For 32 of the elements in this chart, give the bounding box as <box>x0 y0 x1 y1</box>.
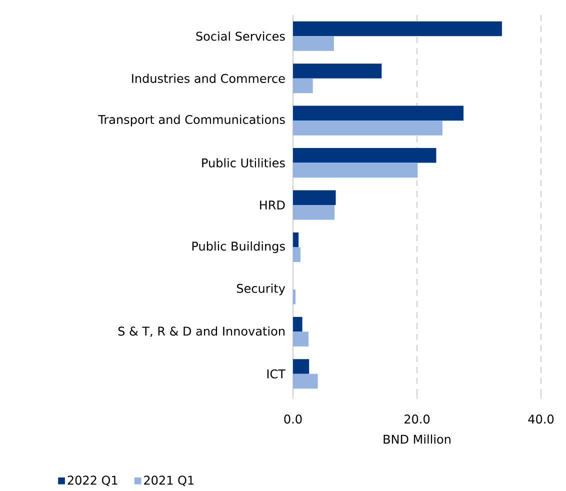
bar <box>292 247 300 262</box>
bar <box>292 120 442 136</box>
y-tick-label: Public Utilities <box>202 158 285 168</box>
bar <box>292 162 418 178</box>
bar <box>292 190 336 206</box>
y-tick-label: Industries and Commerce <box>132 74 285 83</box>
bar <box>292 316 302 332</box>
x-axis-title: BND Million <box>384 434 450 444</box>
bar <box>292 205 335 220</box>
y-tick-label: ICT <box>267 369 286 378</box>
y-tick-label: S & T, R & D and Innovation <box>118 326 284 337</box>
x-tick-label: 0.0 <box>284 414 302 424</box>
bar <box>292 78 313 94</box>
bar <box>292 148 436 163</box>
legend-label: 2022 Q1 <box>68 476 118 486</box>
legend-label: 2021 Q1 <box>144 476 194 486</box>
bar <box>292 21 502 36</box>
y-tick-label: HRD <box>260 200 285 210</box>
x-tick-label: 20.0 <box>404 414 430 424</box>
bar <box>292 359 310 374</box>
bar <box>292 374 318 389</box>
y-tick-label: Transport and Communications <box>98 114 285 126</box>
bar <box>292 332 308 346</box>
bar <box>292 289 296 304</box>
x-tick-label: 40.0 <box>528 414 554 424</box>
bar <box>292 106 464 121</box>
y-tick-label: Security <box>236 284 286 296</box>
bar <box>292 36 334 51</box>
bar <box>292 232 299 248</box>
y-tick-label: Social Services <box>196 31 285 41</box>
bar <box>292 64 382 78</box>
y-tick-label: Public Buildings <box>192 241 285 254</box>
